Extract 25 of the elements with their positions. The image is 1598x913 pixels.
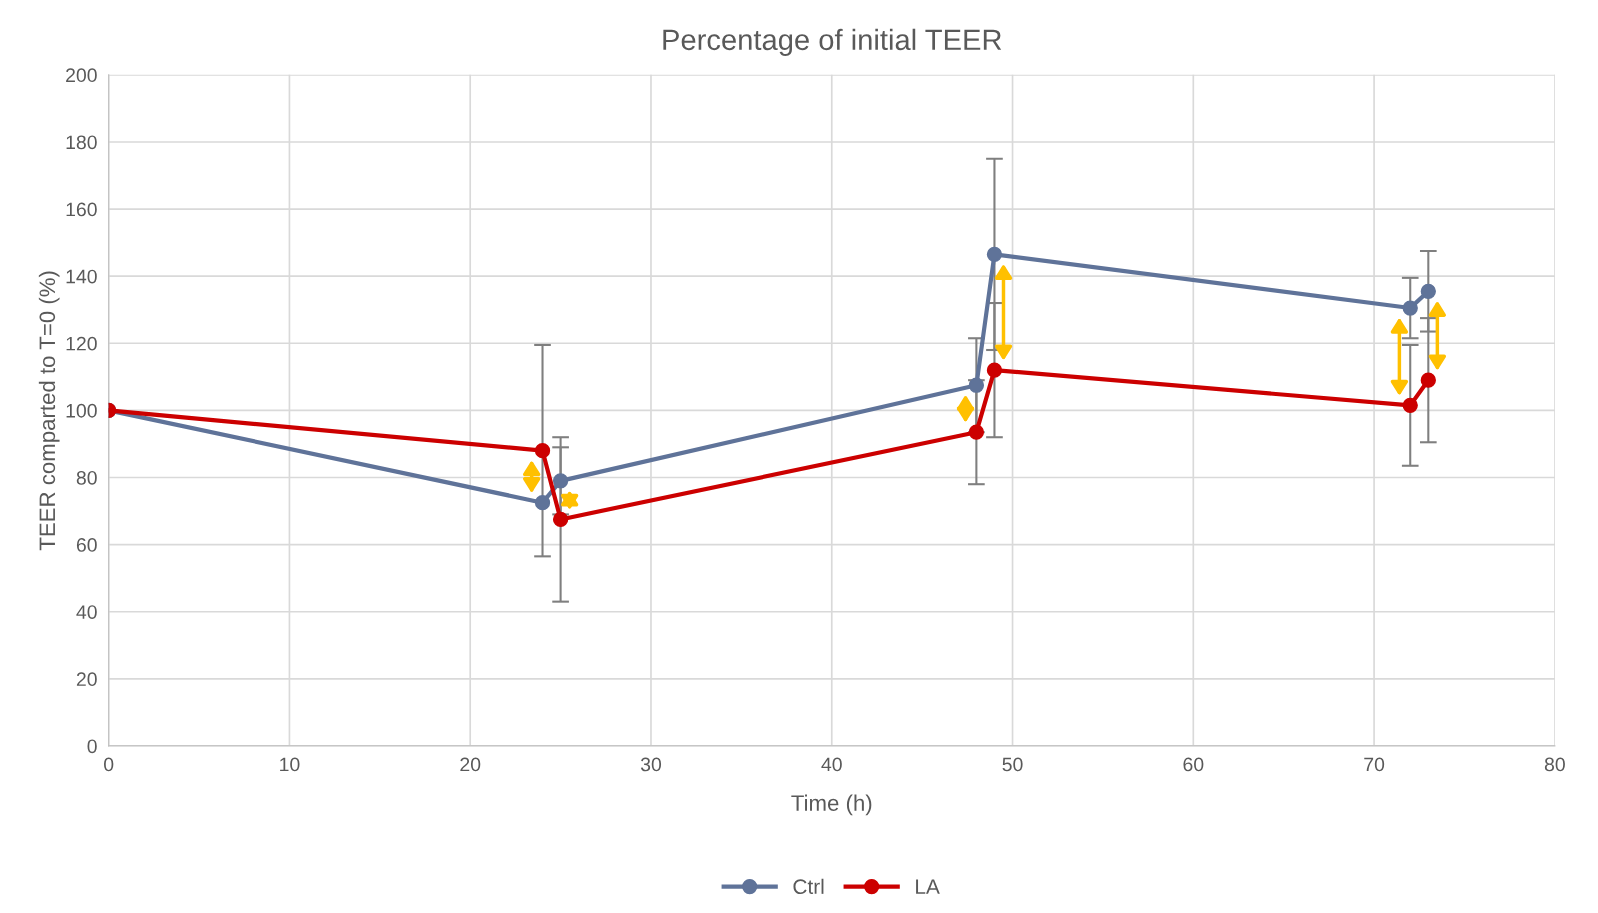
x-axis-title: Time (h)	[791, 794, 872, 816]
y-tick-label: 40	[76, 605, 97, 619]
x-tick-label: 50	[1002, 757, 1023, 772]
x-tick-label: 80	[1544, 757, 1565, 772]
legend-label: LA	[916, 879, 940, 894]
x-tick-label: 10	[280, 757, 300, 772]
y-tick-label: 200	[66, 68, 97, 83]
y-tick-label: 160	[66, 202, 97, 217]
y-tick-label: 180	[66, 135, 97, 150]
y-tick-label: 80	[76, 470, 97, 485]
y-tick-label: 60	[76, 538, 97, 552]
y-tick-label: 20	[76, 672, 97, 687]
y-axis-title: TEER comparted to T=0 (%)	[38, 271, 60, 551]
y-tick-label: 100	[66, 403, 97, 418]
x-tick-label: 70	[1364, 757, 1385, 772]
x-tick-label: 0	[104, 757, 114, 772]
chart-title: Percentage of initial TEER	[663, 28, 1002, 56]
y-tick-label: 120	[66, 336, 97, 351]
x-tick-label: 30	[640, 757, 662, 772]
y-tick-label: 0	[87, 739, 97, 754]
x-tick-label: 40	[821, 757, 842, 772]
legend-label: Ctrl	[793, 878, 824, 895]
x-tick-label: 60	[1183, 757, 1204, 772]
x-tick-label: 20	[460, 757, 481, 772]
y-tick-label: 140	[66, 269, 97, 284]
